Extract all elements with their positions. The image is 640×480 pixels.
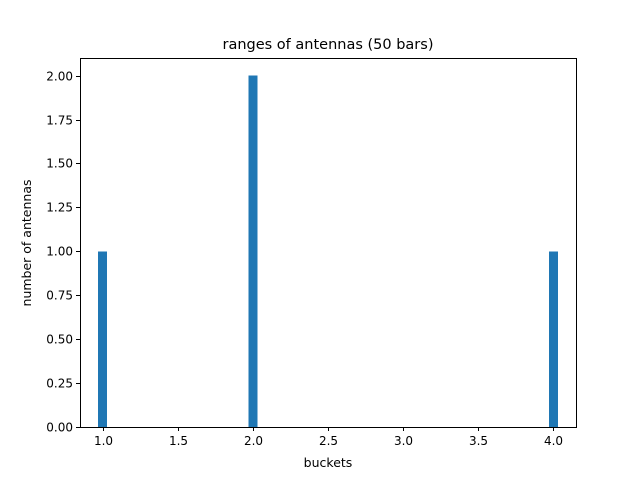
bar-1 xyxy=(98,251,108,427)
chart-title: ranges of antennas (50 bars) xyxy=(222,37,433,53)
y-tick-label: 1.25 xyxy=(46,201,73,215)
x-tick-label: 4.0 xyxy=(544,434,563,448)
y-tick-label: 0.75 xyxy=(46,289,73,303)
x-axis-label: buckets xyxy=(304,455,353,470)
plot-frame xyxy=(80,58,577,428)
y-tick-label: 1.00 xyxy=(46,245,73,259)
bars-group xyxy=(98,75,558,428)
y-axis-ticks: 0.00 0.25 0.50 0.75 1.00 1.25 1.50 1.75 2.00 xyxy=(46,70,80,435)
x-axis-ticks: 1.0 1.5 2.0 2.5 3.0 3.5 4.0 xyxy=(94,427,563,448)
x-tick-label: 1.5 xyxy=(169,434,188,448)
x-tick-label: 1.0 xyxy=(94,434,113,448)
y-tick-label: 0.00 xyxy=(46,421,73,435)
bar-3 xyxy=(548,251,558,427)
y-tick-label: 1.75 xyxy=(46,114,73,128)
x-tick-label: 2.5 xyxy=(319,434,338,448)
x-tick-label: 2.0 xyxy=(244,434,263,448)
y-tick-label: 2.00 xyxy=(46,70,73,84)
x-tick-label: 3.0 xyxy=(394,434,413,448)
y-axis-label: number of antennas xyxy=(19,180,34,307)
bar-2 xyxy=(248,75,258,428)
x-tick-label: 3.5 xyxy=(469,434,488,448)
y-tick-label: 1.50 xyxy=(46,157,73,171)
y-tick-label: 0.25 xyxy=(46,377,73,391)
y-tick-label: 0.50 xyxy=(46,333,73,347)
